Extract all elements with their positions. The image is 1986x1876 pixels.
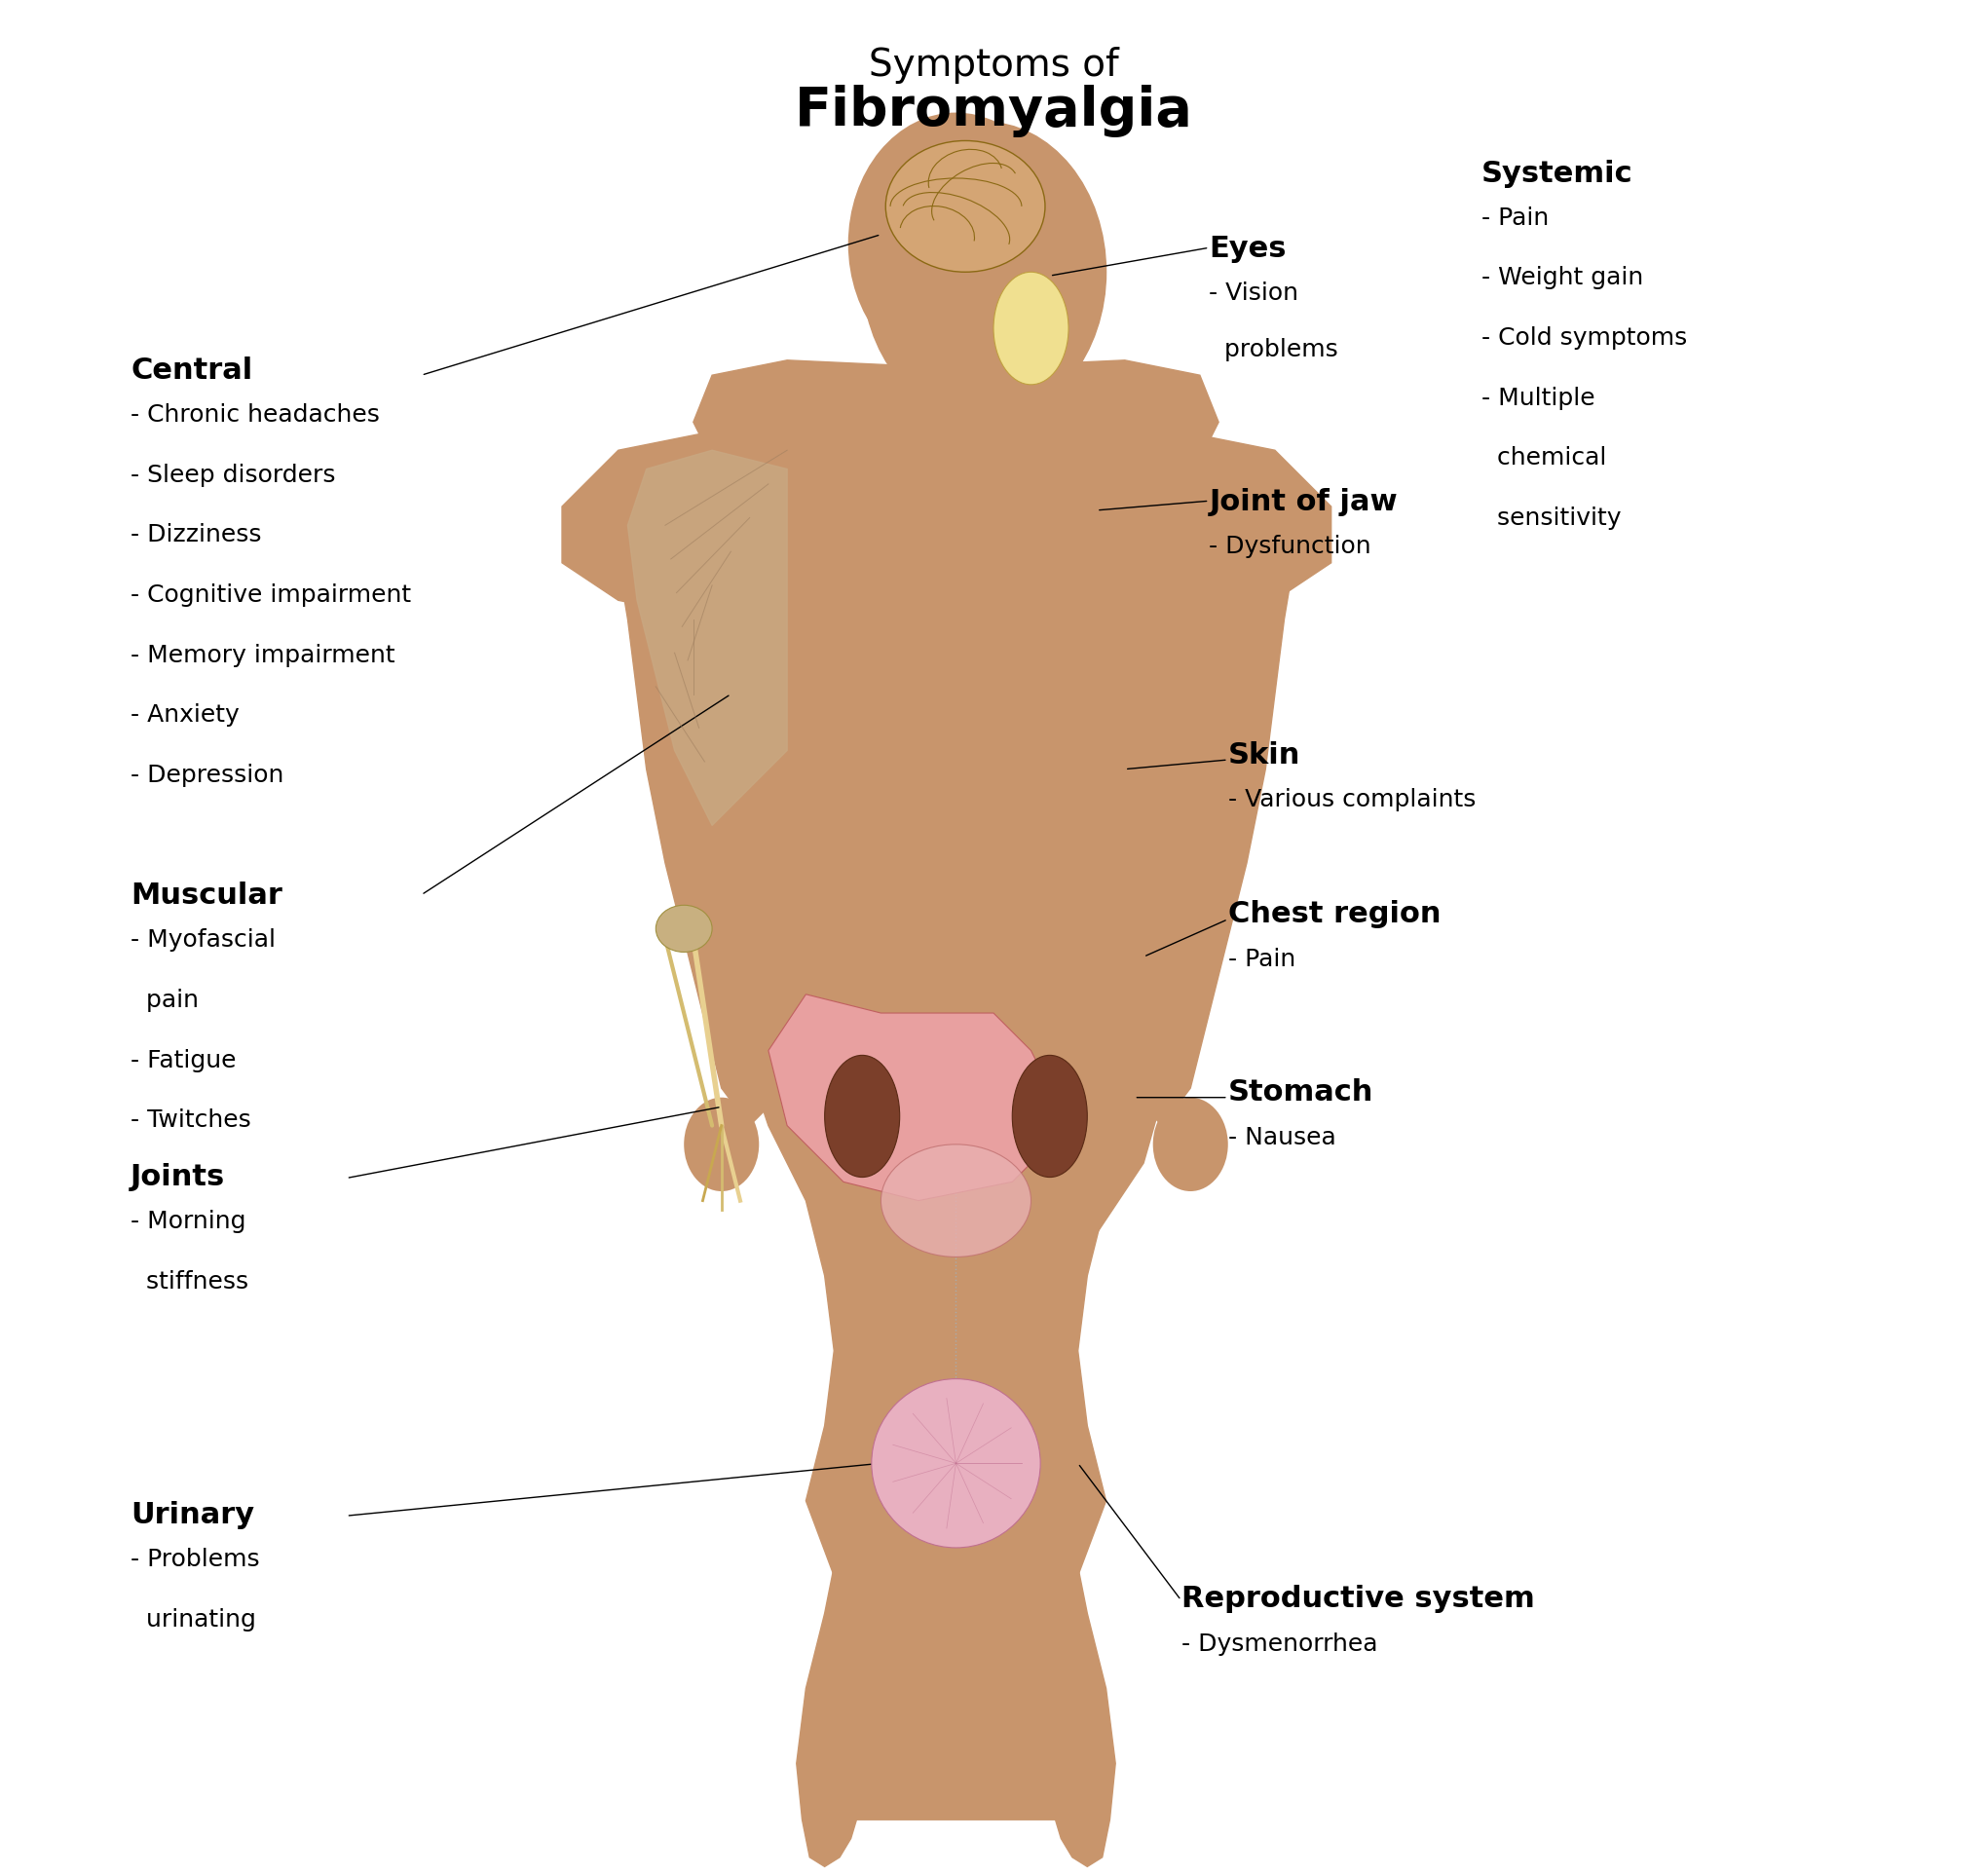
Text: - Morning: - Morning: [131, 1210, 246, 1233]
FancyBboxPatch shape: [914, 287, 997, 385]
Text: problems: problems: [1209, 338, 1339, 360]
Text: Urinary: Urinary: [131, 1501, 254, 1529]
Text: stiffness: stiffness: [131, 1270, 248, 1293]
Ellipse shape: [993, 272, 1068, 385]
Text: pain: pain: [131, 989, 199, 1011]
Text: - Pain: - Pain: [1480, 206, 1547, 229]
Text: - Dizziness: - Dizziness: [131, 523, 262, 546]
Text: urinating: urinating: [131, 1608, 256, 1630]
Text: Central: Central: [131, 356, 252, 385]
Text: Joints: Joints: [131, 1163, 224, 1191]
Polygon shape: [628, 450, 786, 825]
Text: Systemic: Systemic: [1480, 159, 1632, 188]
Polygon shape: [693, 360, 1217, 1820]
Text: - Cognitive impairment: - Cognitive impairment: [131, 583, 411, 606]
Text: chemical: chemical: [1480, 446, 1605, 469]
Text: - Chronic headaches: - Chronic headaches: [131, 403, 379, 426]
Ellipse shape: [1011, 1054, 1086, 1178]
Polygon shape: [769, 994, 1068, 1201]
Text: - Pain: - Pain: [1227, 947, 1295, 970]
FancyBboxPatch shape: [933, 319, 1037, 422]
Polygon shape: [618, 450, 796, 1126]
Text: - Depression: - Depression: [131, 764, 284, 786]
Text: - Fatigue: - Fatigue: [131, 1049, 236, 1071]
Text: Joint of jaw: Joint of jaw: [1209, 488, 1396, 516]
Text: - Dysmenorrhea: - Dysmenorrhea: [1180, 1632, 1376, 1655]
Text: Stomach: Stomach: [1227, 1079, 1372, 1107]
Ellipse shape: [1152, 1097, 1227, 1191]
Ellipse shape: [824, 1054, 900, 1178]
Text: Fibromyalgia: Fibromyalgia: [794, 84, 1192, 137]
Text: - Myofascial: - Myofascial: [131, 929, 276, 951]
Text: Chest region: Chest region: [1227, 900, 1440, 929]
Ellipse shape: [683, 1097, 759, 1191]
Text: - Twitches: - Twitches: [131, 1109, 250, 1131]
Ellipse shape: [862, 122, 1106, 422]
Text: Reproductive system: Reproductive system: [1180, 1585, 1533, 1613]
Ellipse shape: [880, 1144, 1031, 1257]
Text: - Nausea: - Nausea: [1227, 1126, 1335, 1148]
Text: Skin: Skin: [1227, 741, 1299, 769]
Ellipse shape: [655, 904, 711, 953]
Text: - Problems: - Problems: [131, 1548, 260, 1570]
Text: Eyes: Eyes: [1209, 234, 1287, 263]
Text: - Cold symptoms: - Cold symptoms: [1480, 326, 1686, 349]
Text: sensitivity: sensitivity: [1480, 507, 1621, 529]
Text: - Weight gain: - Weight gain: [1480, 266, 1642, 289]
Ellipse shape: [848, 113, 1063, 375]
Polygon shape: [1114, 450, 1293, 1126]
Polygon shape: [796, 1566, 866, 1867]
Text: - Memory impairment: - Memory impairment: [131, 643, 395, 666]
Text: - Various complaints: - Various complaints: [1227, 788, 1476, 810]
Circle shape: [872, 1379, 1041, 1548]
Polygon shape: [693, 413, 1217, 1351]
Text: - Multiple: - Multiple: [1480, 386, 1595, 409]
Text: - Sleep disorders: - Sleep disorders: [131, 463, 336, 486]
Text: - Vision: - Vision: [1209, 281, 1299, 304]
Text: Muscular: Muscular: [131, 882, 282, 910]
Text: - Dysfunction: - Dysfunction: [1209, 535, 1370, 557]
Text: Symptoms of: Symptoms of: [868, 47, 1118, 84]
Ellipse shape: [886, 141, 1045, 272]
Polygon shape: [562, 413, 1331, 619]
Polygon shape: [1045, 1566, 1114, 1867]
Text: - Anxiety: - Anxiety: [131, 704, 238, 726]
